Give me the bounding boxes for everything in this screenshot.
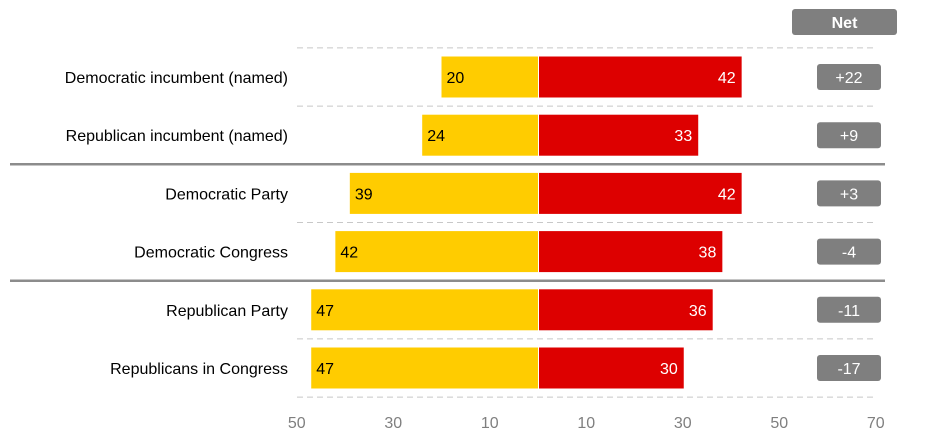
net-value: +3 bbox=[840, 186, 858, 203]
net-value-box bbox=[817, 180, 881, 207]
net-value-box bbox=[817, 238, 881, 265]
bar-right bbox=[539, 114, 699, 156]
bar-right bbox=[539, 231, 723, 273]
net-header-box bbox=[792, 9, 897, 35]
dashed-row-separators bbox=[297, 47, 876, 398]
bar-left-value: 47 bbox=[316, 361, 334, 378]
bar-right-value: 42 bbox=[718, 70, 736, 87]
net-header-label: Net bbox=[832, 15, 858, 32]
bar-left bbox=[311, 289, 538, 331]
net-value: +9 bbox=[840, 128, 858, 145]
bar-right-value: 36 bbox=[689, 303, 707, 320]
bar-right bbox=[539, 56, 742, 98]
bar-left-value: 20 bbox=[447, 70, 465, 87]
x-tick-label: 10 bbox=[481, 415, 499, 432]
x-tick-label: 50 bbox=[288, 415, 306, 432]
category-labels: Democratic incumbent (named) Republican i… bbox=[65, 70, 288, 378]
x-tick-label: 10 bbox=[577, 415, 595, 432]
x-tick-label: 50 bbox=[770, 415, 788, 432]
bar-right bbox=[539, 172, 742, 214]
bar-right-value: 42 bbox=[718, 186, 736, 203]
category-label: Democratic Party bbox=[165, 186, 288, 203]
x-tick-label: 30 bbox=[384, 415, 402, 432]
net-value-box bbox=[817, 122, 881, 149]
x-tick-labels: 50 30 10 10 30 50 70 bbox=[288, 415, 885, 432]
bar-right-value: 30 bbox=[660, 361, 678, 378]
net-value: +22 bbox=[835, 70, 862, 87]
category-label: Democratic incumbent (named) bbox=[65, 70, 288, 87]
bar-left-value: 39 bbox=[355, 186, 373, 203]
net-value: -11 bbox=[838, 303, 860, 320]
bar-right-value: 38 bbox=[699, 245, 717, 262]
group-separators bbox=[10, 163, 885, 282]
category-label: Republican incumbent (named) bbox=[66, 128, 288, 145]
category-label: Republican Party bbox=[166, 303, 288, 320]
bar-left-value: 42 bbox=[340, 245, 358, 262]
bar-left-value: 24 bbox=[427, 128, 445, 145]
bar-right bbox=[539, 347, 684, 389]
net-value: -4 bbox=[842, 245, 856, 262]
bar-right bbox=[539, 289, 713, 331]
bar-left bbox=[441, 56, 538, 98]
bar-left-value: 47 bbox=[316, 303, 334, 320]
bar-right-value: 33 bbox=[674, 128, 692, 145]
net-column: Net +22 +9 +3 -4 -11 -17 bbox=[792, 9, 897, 381]
bar-left bbox=[422, 114, 538, 156]
net-value: -17 bbox=[837, 361, 860, 378]
net-value-box bbox=[817, 296, 881, 323]
x-tick-label: 30 bbox=[674, 415, 692, 432]
category-label: Republicans in Congress bbox=[110, 361, 288, 378]
category-label: Democratic Congress bbox=[134, 245, 288, 262]
net-value-box bbox=[817, 64, 881, 90]
bars: 20 42 24 33 39 42 42 38 47 36 47 30 bbox=[311, 56, 742, 389]
bar-left bbox=[335, 231, 538, 273]
bar-left bbox=[311, 347, 538, 389]
bar-left bbox=[349, 172, 538, 214]
x-tick-label: 70 bbox=[867, 415, 885, 432]
net-value-box bbox=[817, 355, 881, 381]
